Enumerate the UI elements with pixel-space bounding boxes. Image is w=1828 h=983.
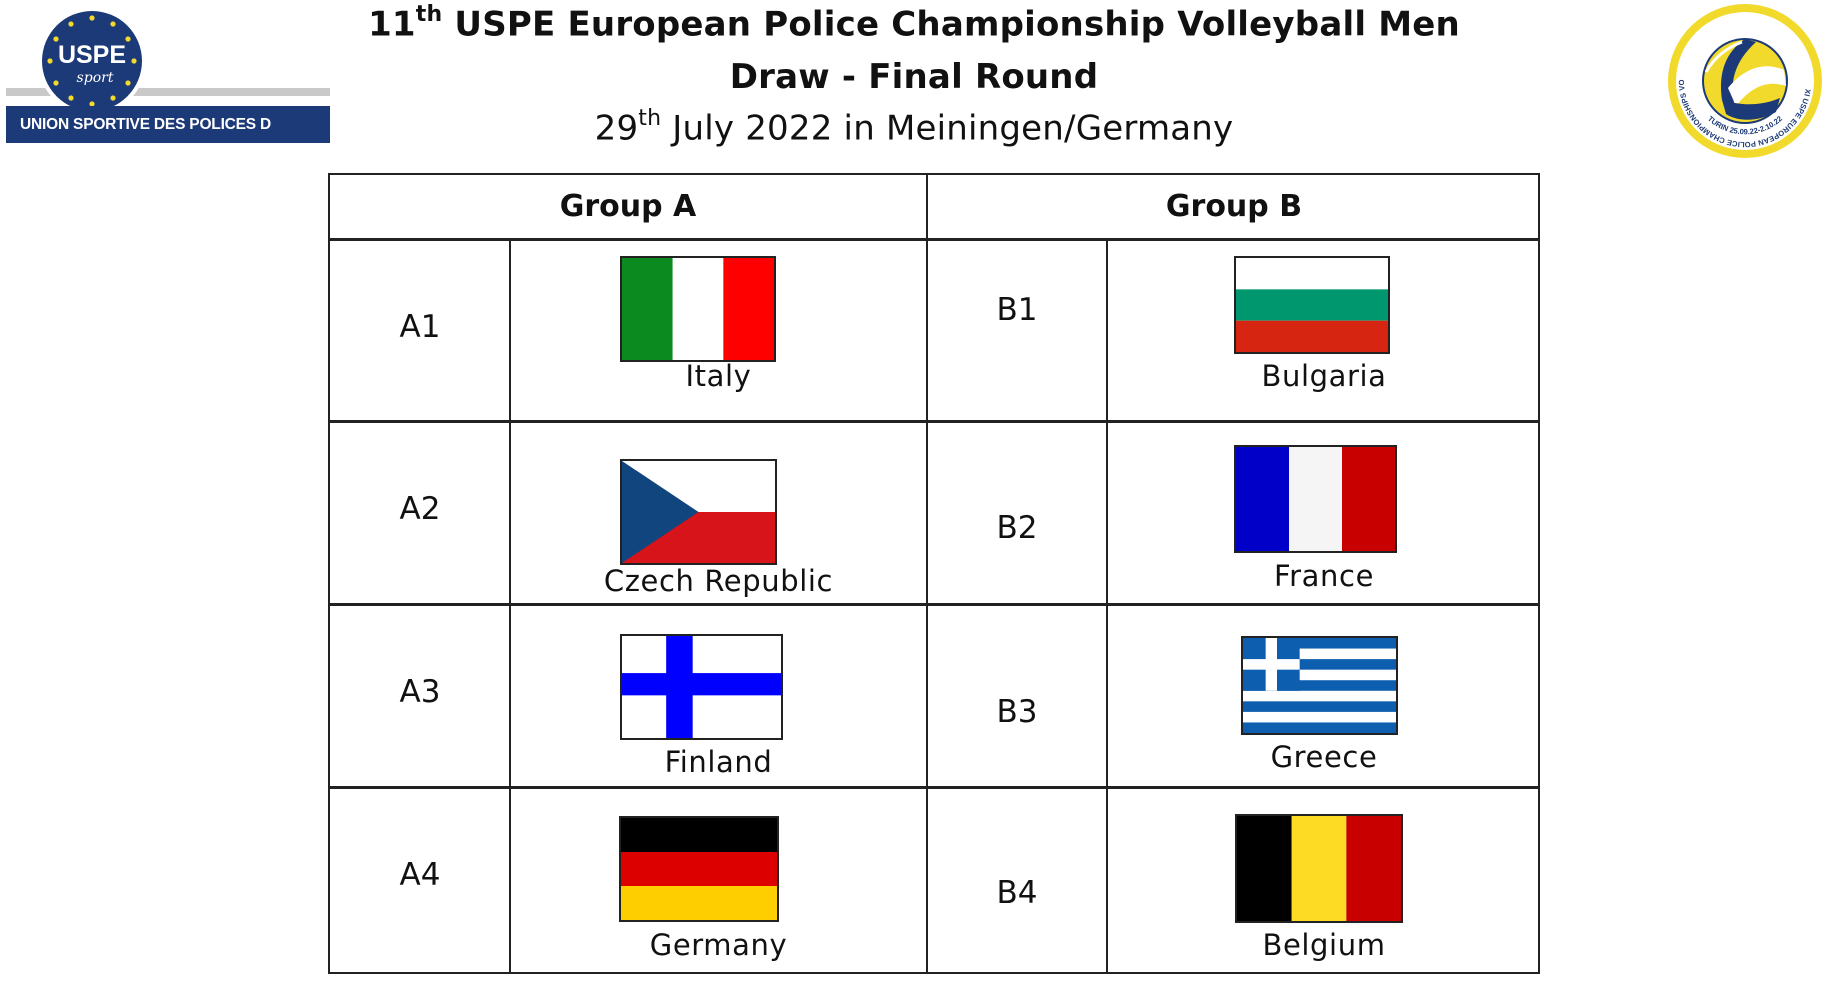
czech-flag-icon: [620, 459, 777, 565]
championship-logo: XI USPE EUROPEAN POLICE CHAMPIONSHIPS VO…: [1666, 2, 1822, 158]
country-belgium: Belgium: [1262, 928, 1386, 962]
uspe-logo: USPE sport UNION SPORTIVE DES POLICES D´…: [6, 6, 330, 170]
seed-b4: B4: [996, 875, 1038, 911]
seed-b1: B1: [996, 292, 1038, 328]
title-ordinal: th: [415, 2, 443, 27]
logo-band: [6, 88, 330, 96]
row-divider: [330, 603, 1538, 606]
volleyball-icon: [1702, 38, 1788, 124]
seed-a2: A2: [399, 491, 441, 527]
group-a-header: Group A: [559, 189, 697, 224]
italy-flag-icon: [620, 256, 776, 362]
france-flag-icon: [1234, 445, 1397, 553]
finland-flag-icon: [620, 634, 783, 740]
country-greece: Greece: [1270, 740, 1378, 774]
seed-a4: A4: [399, 857, 441, 893]
date-ordinal: th: [638, 106, 662, 131]
group-b-header: Group B: [1165, 189, 1303, 224]
country-france: France: [1273, 559, 1375, 593]
page-title: 11th USPE European Police Championship V…: [0, 2, 1828, 45]
country-czech-republic: Czech Republic: [603, 564, 834, 598]
seed-b3: B3: [996, 694, 1038, 730]
bulgaria-flag-icon: [1234, 256, 1390, 354]
badge-text: USPE: [58, 41, 126, 69]
page-subtitle: Draw - Final Round: [729, 57, 1099, 97]
date-text: July 2022 in Meiningen/Germany: [661, 108, 1234, 149]
uspe-bar-label: UNION SPORTIVE DES POLICES D´EUROPE: [6, 106, 330, 170]
seed-divider-b: [1106, 239, 1108, 972]
seed-a1: A1: [399, 309, 441, 345]
row-divider: [330, 420, 1538, 423]
seed-divider-a: [509, 239, 511, 972]
title-text: USPE European Police Championship Volley…: [442, 4, 1460, 45]
header-divider: [330, 238, 1538, 241]
draw-table: Group A Group B A1 A2 A3 A4 B1 B2 B3 B4 …: [328, 173, 1540, 974]
group-divider: [926, 175, 928, 972]
belgium-flag-icon: [1235, 814, 1403, 923]
seed-a3: A3: [399, 674, 441, 710]
germany-flag-icon: [619, 816, 779, 922]
country-finland: Finland: [664, 745, 773, 779]
title-number: 11: [368, 4, 416, 45]
badge-script: sport: [77, 70, 114, 86]
row-divider: [330, 786, 1538, 789]
country-italy: Italy: [685, 359, 752, 393]
country-bulgaria: Bulgaria: [1261, 359, 1387, 393]
date-day: 29: [594, 108, 639, 149]
seed-b2: B2: [996, 510, 1038, 546]
uspe-badge-icon: USPE sport: [38, 7, 146, 115]
country-germany: Germany: [649, 928, 788, 962]
event-date-line: 29th July 2022 in Meiningen/Germany: [0, 106, 1828, 149]
greece-flag-icon: [1241, 636, 1398, 735]
